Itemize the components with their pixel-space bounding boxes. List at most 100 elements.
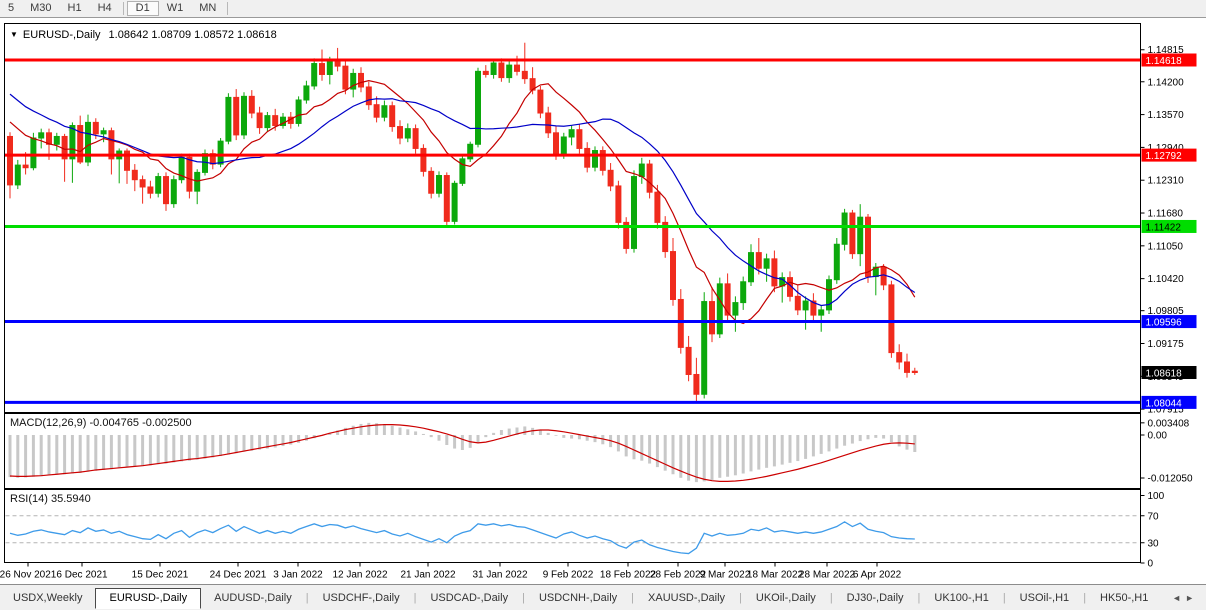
timeframe-button-w1[interactable]: W1 bbox=[166, 2, 184, 14]
chart-tab-uk100-[interactable]: UK100-,H1 bbox=[934, 592, 989, 604]
candle-bullish bbox=[100, 130, 107, 135]
candle-bearish bbox=[794, 295, 801, 311]
macd-tick-label: 0.003408 bbox=[1148, 418, 1190, 429]
macd-tick-label: 0.00 bbox=[1148, 431, 1168, 442]
candle-bullish bbox=[506, 64, 513, 79]
candle-bullish bbox=[459, 158, 466, 184]
date-label: 3 Jan 2022 bbox=[273, 570, 323, 581]
rsi-panel-bg bbox=[4, 489, 1141, 563]
timeframe-button-h4[interactable]: H4 bbox=[97, 2, 112, 14]
candle-bearish bbox=[904, 361, 910, 373]
price-tick-label: 1.07915 bbox=[1148, 405, 1185, 416]
chart-tab-usdchf-[interactable]: USDCHF-,Daily bbox=[322, 592, 400, 604]
timeframe-button-5[interactable]: 5 bbox=[8, 2, 15, 14]
date-label: 12 Jan 2022 bbox=[332, 570, 387, 581]
candle-bullish bbox=[638, 163, 645, 178]
candle-bearish bbox=[662, 221, 669, 253]
chart-tab-dj30-[interactable]: DJ30-,Daily bbox=[846, 592, 904, 604]
candle-bearish bbox=[397, 126, 403, 139]
macd-values: -0.004765 -0.002500 bbox=[89, 417, 192, 429]
timeframe-button-m30[interactable]: M30 bbox=[30, 2, 52, 14]
candle-bearish bbox=[272, 115, 279, 127]
tab-separator: | bbox=[739, 592, 742, 604]
chart-tab-usoil-[interactable]: USOil-,H1 bbox=[1019, 592, 1070, 604]
candle-bullish bbox=[826, 279, 832, 311]
candle-bearish bbox=[623, 221, 630, 249]
candle-bearish bbox=[124, 150, 130, 171]
rsi-panel-frame bbox=[4, 489, 1141, 563]
candle-bearish bbox=[412, 128, 419, 149]
date-label: 6 Dec 2021 bbox=[56, 570, 108, 581]
candle-bearish bbox=[373, 104, 380, 118]
price-tick-label: 1.09175 bbox=[1148, 339, 1185, 350]
timeframe-button-h1[interactable]: H1 bbox=[67, 2, 82, 14]
candle-bearish bbox=[724, 283, 731, 316]
rsi-tick-label: 30 bbox=[1148, 538, 1160, 549]
tab-separator: | bbox=[305, 592, 309, 604]
rsi-tick-label: 0 bbox=[1148, 559, 1154, 570]
chart-tab-hk50-[interactable]: HK50-,H1 bbox=[1100, 592, 1149, 604]
chart-tab-usdcnh-[interactable]: USDCNH-,Daily bbox=[538, 592, 618, 604]
candle-bearish bbox=[896, 352, 903, 363]
chart-tab-usdx[interactable]: USDX,Weekly bbox=[13, 592, 83, 604]
candle-bearish bbox=[482, 70, 489, 75]
candle-bullish bbox=[14, 164, 21, 186]
tab-separator: | bbox=[829, 592, 833, 604]
date-label: 9 Feb 2022 bbox=[543, 570, 594, 581]
candle-bearish bbox=[599, 150, 606, 171]
candle-bearish bbox=[514, 64, 520, 72]
main-panel-frame bbox=[4, 23, 1141, 413]
date-label: 31 Jan 2022 bbox=[472, 570, 527, 581]
chart-tab-xauusd-[interactable]: XAUUSD-,Daily bbox=[648, 592, 726, 604]
price-tick-label: 1.12310 bbox=[1148, 176, 1185, 187]
chart-title: ▼ EURUSD-,Daily 1.08642 1.08709 1.08572 1.… bbox=[10, 29, 277, 41]
symbol-dropdown-icon[interactable]: ▼ bbox=[10, 30, 18, 39]
level-badge-1.08044-text: 1.08044 bbox=[1146, 398, 1183, 409]
candle-bullish bbox=[30, 137, 37, 169]
tab-scroll-right-icon[interactable]: ► bbox=[1185, 593, 1198, 603]
tab-separator: | bbox=[631, 592, 635, 604]
price-tick-label: 1.12940 bbox=[1148, 143, 1185, 154]
candle-bullish bbox=[241, 95, 247, 136]
timeframe-button-d1[interactable]: D1 bbox=[126, 1, 159, 16]
candle-bullish bbox=[802, 300, 809, 311]
candle-bullish bbox=[568, 129, 575, 138]
timeframe-toolbar: 5 M30 H1 H4 D1 W1 MN bbox=[0, 0, 1206, 18]
chart-tab-audusd-[interactable]: AUDUSD-,Daily bbox=[214, 592, 292, 604]
current-price-badge bbox=[1141, 365, 1197, 379]
candle-bearish bbox=[771, 258, 778, 287]
candle-bearish bbox=[358, 72, 364, 88]
candle-bearish bbox=[147, 186, 154, 194]
tab-separator: | bbox=[1002, 592, 1006, 604]
chart-tab-ukoil-[interactable]: UKOil-,Daily bbox=[755, 592, 816, 604]
candle-bullish bbox=[732, 302, 739, 316]
candle-bullish bbox=[326, 61, 333, 75]
date-label: 18 Mar 2022 bbox=[747, 570, 804, 581]
candle-bullish bbox=[350, 72, 357, 90]
candle-bearish bbox=[163, 176, 169, 205]
chart-tab-eurusd-[interactable]: EURUSD-,Daily bbox=[95, 587, 202, 609]
candle-bearish bbox=[342, 65, 349, 90]
candle-bearish bbox=[7, 135, 13, 186]
candle-bullish bbox=[225, 96, 232, 142]
candle-bearish bbox=[77, 125, 84, 163]
rsi-tick-label: 70 bbox=[1148, 511, 1160, 522]
price-tick-label: 1.10420 bbox=[1148, 274, 1185, 285]
ohlc-quote: 1.08642 1.08709 1.08572 1.08618 bbox=[108, 29, 277, 41]
macd-name: MACD(12,26,9) bbox=[10, 417, 87, 429]
candle-bearish bbox=[810, 300, 817, 316]
candle-bearish bbox=[131, 169, 138, 181]
macd-tick-label: -0.012050 bbox=[1148, 473, 1193, 484]
timeframe-button-mn[interactable]: MN bbox=[199, 2, 217, 14]
date-label: 24 Dec 2021 bbox=[210, 570, 267, 581]
candle-bullish bbox=[716, 283, 723, 335]
candle-bullish bbox=[155, 176, 162, 194]
tab-scroll-left-icon[interactable]: ◄ bbox=[1172, 593, 1186, 603]
candle-bullish bbox=[833, 243, 840, 281]
date-label: 28 Feb 2022 bbox=[650, 570, 707, 581]
candle-bearish bbox=[233, 96, 240, 136]
chart-tab-usdcad-[interactable]: USDCAD-,Daily bbox=[430, 592, 509, 604]
candle-bullish bbox=[631, 176, 637, 249]
current-price-badge-text: 1.08618 bbox=[1146, 368, 1183, 379]
